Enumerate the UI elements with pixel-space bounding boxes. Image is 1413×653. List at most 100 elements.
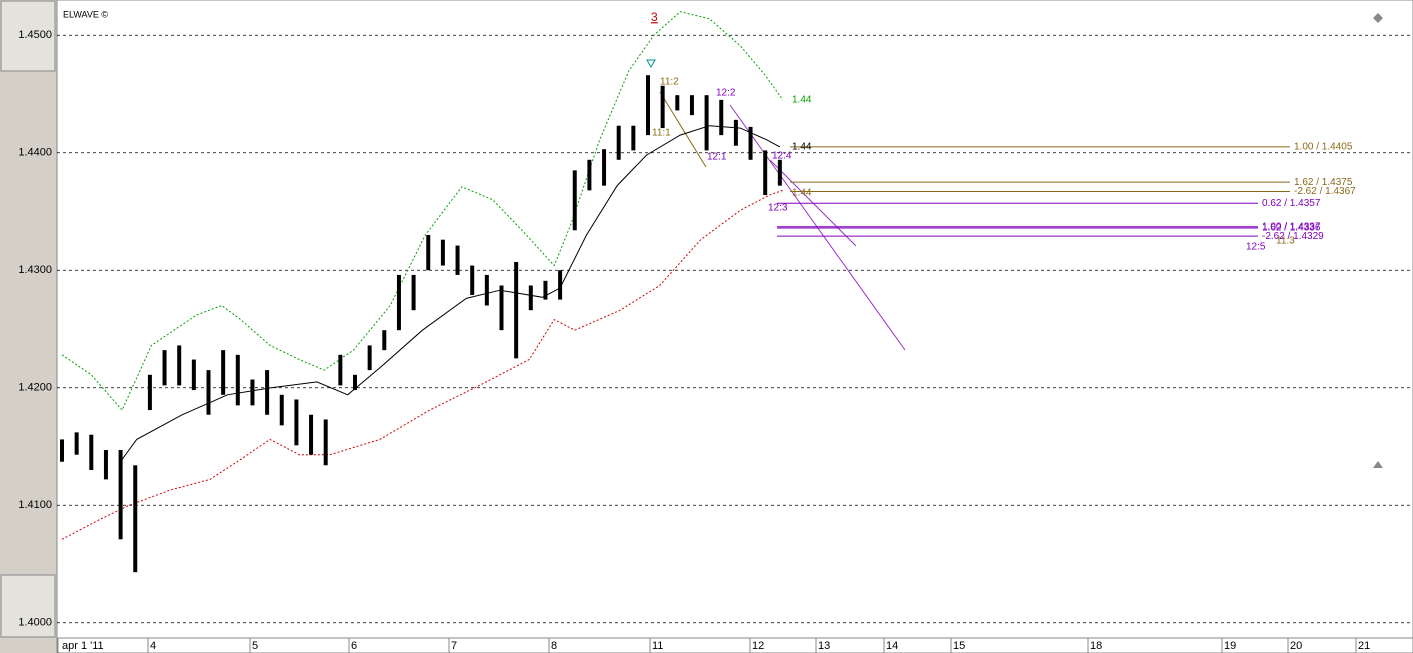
price-bar [74,432,79,455]
x-tick-label: 8 [551,640,557,652]
trend-line [659,91,707,168]
price-bar [514,262,519,359]
price-bar [455,245,460,275]
y-tick-label: 1.4000 [18,617,52,629]
x-tick-label: 13 [818,640,830,652]
price-bar [309,414,314,455]
price-bar [353,374,357,391]
price-bar [323,419,328,466]
price-bar [89,434,94,470]
price-bar [221,350,226,395]
x-tick-label: 21 [1358,640,1370,652]
price-bar [411,274,416,311]
wave-marker [646,59,656,69]
x-tick-label: 14 [886,640,898,652]
wave-label: 1.44 [792,188,812,199]
y-tick-label: 1.4400 [18,147,52,159]
wave-label: 12:4 [772,151,792,162]
x-tick-label: 6 [351,640,357,652]
price-bar [616,125,621,160]
price-bar [719,99,724,136]
price-bar [587,159,592,191]
x-tick-label: apr 1 '11 [62,640,104,652]
x-tick-label: 4 [150,640,156,652]
axis-panel [0,0,57,653]
fib-label: -2.62 / 1.4367 [1294,186,1356,197]
price-bar [367,345,372,371]
price-bar [543,280,548,300]
price-bar [265,370,270,415]
price-bar [777,159,782,186]
wave-label: 3 [651,10,658,24]
price-bar [733,119,738,146]
price-bar [382,330,387,351]
price-bar [396,274,401,331]
wave-label: 12:5 [1246,242,1266,253]
wave-label: 11:3 [1276,236,1295,247]
price-bar [235,354,240,406]
fib-label: 1.62 / 1.4336 [1262,223,1321,234]
x-tick-label: 12 [752,640,764,652]
wave-label: 12:1 [707,152,727,163]
scroll-box[interactable] [0,574,56,638]
diamond-marker[interactable] [1373,13,1383,23]
price-bar [763,150,768,196]
price-bar [162,350,167,386]
price-bar [206,370,211,415]
wave-label: 12:2 [716,88,736,99]
price-bar [528,285,533,311]
price-bar [646,75,650,136]
y-tick-label: 1.4300 [18,264,52,276]
fib-label: 1.00 / 1.4337 [1262,221,1321,232]
triangle-marker[interactable] [1373,461,1383,468]
x-tick-label: 20 [1290,640,1302,652]
price-bar [133,465,138,573]
price-bar [660,85,665,129]
x-tick-label: 5 [252,640,258,652]
price-bar [748,126,753,160]
wave-label: 11:2 [660,77,679,88]
price-bar [558,270,563,300]
x-tick-label: 11 [652,640,663,652]
wave-label: 11:1 [652,128,671,139]
y-tick-label: 1.4100 [18,499,52,511]
wave-label: 1.44 [792,142,812,153]
price-bar [279,394,284,426]
fib-label: 1.62 / 1.4375 [1294,177,1353,188]
price-bar [426,234,431,271]
price-bar [103,450,108,480]
y-tick-label: 1.4500 [18,29,52,41]
x-tick-label: 19 [1224,640,1236,652]
price-bar [675,95,680,111]
price-bar [338,354,343,386]
fib-label: 1.00 / 1.4405 [1294,142,1353,153]
x-tick-label: 18 [1090,640,1102,652]
price-bar [631,125,636,151]
price-bar [602,149,607,186]
price-bar [689,95,694,116]
fib-label: 0.62 / 1.4357 [1262,198,1321,209]
x-tick-label: 15 [953,640,965,652]
price-bar [470,265,475,295]
price-bar [60,439,64,462]
price-bar [572,170,577,231]
y-tick-label: 1.4200 [18,382,52,394]
price-bar [147,374,152,411]
x-tick-label: 7 [451,640,457,652]
price-bar [440,239,445,266]
price-bar [484,274,489,306]
wave-label: 1.44 [792,95,812,106]
price-bar [177,345,182,386]
plot-area [56,0,1413,639]
price-bar [191,359,196,391]
x-axis-strip [56,637,1413,653]
wave-label: 12:3 [768,203,788,214]
price-bar [499,285,504,331]
price-bar [118,450,123,540]
price-bar [294,399,299,446]
chart-title: ELWAVE © [63,9,108,19]
scroll-box[interactable] [0,0,56,72]
price-bar [704,95,709,151]
